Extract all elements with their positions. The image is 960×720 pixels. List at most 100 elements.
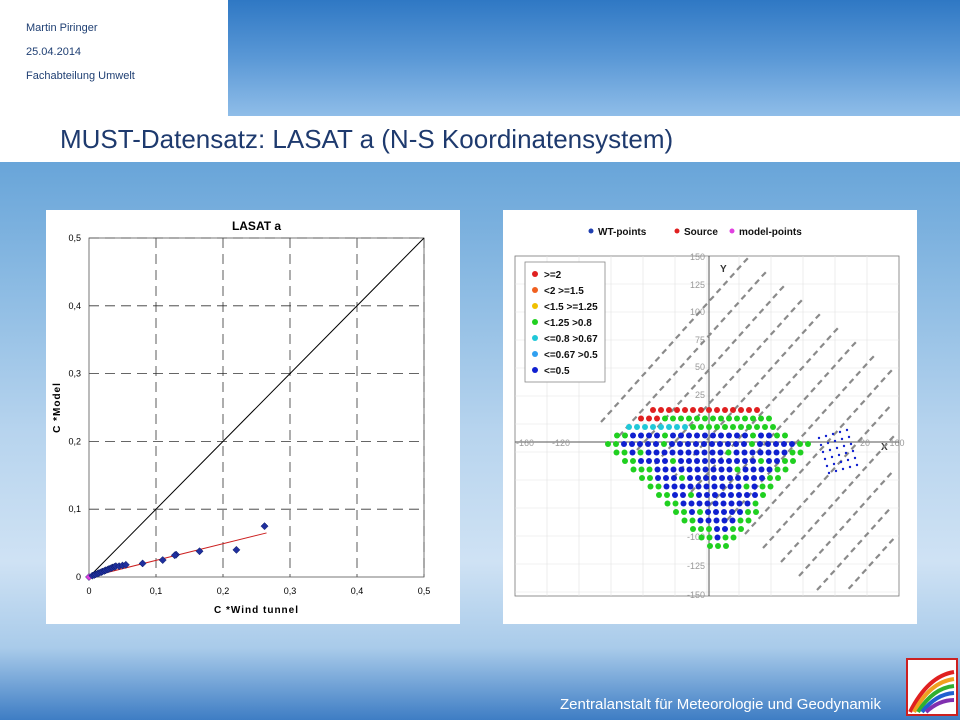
wt-point-small: [823, 457, 827, 461]
wt-point: [694, 415, 700, 422]
wt-point: [670, 458, 676, 464]
wt-point: [646, 415, 652, 422]
y-tick-label: 0,4: [68, 301, 81, 311]
map-y-tick-label: -150: [687, 590, 705, 600]
model-point-dash: [726, 515, 732, 521]
wt-point-small: [831, 432, 835, 436]
wt-point: [717, 441, 723, 447]
model-point-dash: [772, 293, 778, 299]
wt-point-small: [845, 428, 849, 432]
wt-point: [711, 483, 718, 490]
wt-point: [622, 458, 628, 464]
wt-point: [694, 458, 700, 464]
map-y-tick-label: 50: [695, 362, 705, 372]
model-point-dash: [672, 370, 679, 376]
model-point-dash: [647, 363, 654, 370]
wt-point: [664, 492, 670, 498]
coordinate-map-chart: WT-pointsSourcemodel-pointsXY-160-120201…: [514, 227, 905, 600]
wt-point: [613, 441, 619, 447]
model-point-dash: [857, 539, 863, 546]
model-point-dash: [753, 381, 760, 388]
model-point-dash: [841, 488, 847, 495]
wt-point: [741, 441, 747, 447]
wt-point: [766, 432, 772, 439]
data-point: [195, 547, 204, 556]
wt-point: [679, 475, 685, 481]
model-point-dash: [821, 408, 827, 415]
wt-point: [797, 441, 803, 447]
model-point-dash: [870, 524, 877, 530]
model-point-dash: [643, 437, 649, 444]
model-point-dash: [743, 257, 749, 264]
y-tick-label: 0,2: [68, 436, 81, 446]
data-point: [232, 545, 241, 554]
data-point: [170, 551, 179, 560]
model-point-dash: [681, 325, 688, 332]
model-point-dash: [866, 495, 872, 501]
wt-point: [721, 509, 727, 515]
model-point-dash: [877, 516, 883, 523]
wt-point: [702, 432, 708, 439]
wt-point-small: [848, 465, 852, 469]
wt-point: [638, 458, 644, 464]
wt-point: [746, 424, 752, 430]
wt-point-small: [851, 449, 855, 453]
model-point-dash: [627, 386, 633, 393]
wt-point-small: [855, 463, 859, 467]
y-tick-label: 0,3: [68, 369, 81, 379]
wt-point: [701, 449, 708, 456]
model-point-dash: [846, 415, 852, 421]
wt-point: [781, 449, 788, 456]
wt-point: [722, 534, 729, 541]
model-point-dash: [634, 379, 640, 385]
model-point-dash: [843, 554, 849, 561]
model-point-dash: [774, 359, 780, 365]
model-point-dash: [830, 467, 836, 473]
class-legend-marker: [532, 287, 538, 293]
model-point-dash: [688, 421, 694, 427]
wt-point: [727, 483, 734, 490]
wt-point: [685, 449, 692, 456]
model-point-dash: [668, 341, 674, 347]
wt-point-small: [834, 469, 838, 473]
wt-point: [698, 407, 704, 413]
model-point-dash: [699, 339, 706, 346]
wt-point-small: [817, 436, 821, 440]
wt-point: [712, 492, 718, 498]
wt-point: [701, 441, 707, 447]
wt-point-small: [827, 471, 831, 475]
model-point-dash: [728, 478, 735, 484]
legend-top-label: Source: [684, 227, 718, 238]
model-point-dash: [704, 369, 710, 375]
wt-point: [707, 543, 713, 549]
wt-point: [637, 449, 644, 456]
wt-point: [713, 517, 720, 524]
wt-point-small: [853, 456, 857, 460]
wt-point: [671, 483, 678, 490]
model-point-dash: [881, 545, 888, 552]
class-legend-marker: [532, 271, 538, 277]
wt-point: [638, 432, 644, 439]
class-legend-marker: [532, 303, 538, 309]
legend-top-marker: [588, 228, 594, 234]
model-point-dash: [690, 487, 696, 493]
lasat-scatter-panel: LASAT a 0 0 0,1 0,1 0,2 0,2 0,3 0,3 0,4 0,4 0,5 0,5 C…: [46, 210, 460, 624]
lasat-scatter-chart: LASAT a 00 0,1 0,1 0,2 0,2 0,3 0,3 0,4 0,4 0,5 0,5 C…: [52, 219, 430, 616]
model-point-dash: [778, 491, 784, 497]
map-y-tick-label: -100: [687, 532, 705, 542]
wt-point: [734, 458, 740, 464]
model-point-dash: [776, 425, 782, 431]
model-point-dash: [790, 307, 796, 313]
map-x-tick-label: 20: [860, 438, 870, 448]
wt-point: [744, 492, 750, 498]
model-point-dash: [837, 356, 843, 363]
model-point-dash: [751, 315, 758, 322]
wt-point: [789, 449, 796, 456]
wt-point: [672, 500, 679, 507]
model-point-dash: [754, 279, 760, 285]
data-point: [138, 559, 147, 568]
wt-point: [671, 475, 677, 481]
model-point-dash: [688, 318, 695, 324]
model-point-dash: [880, 377, 886, 383]
wt-point: [710, 432, 716, 439]
